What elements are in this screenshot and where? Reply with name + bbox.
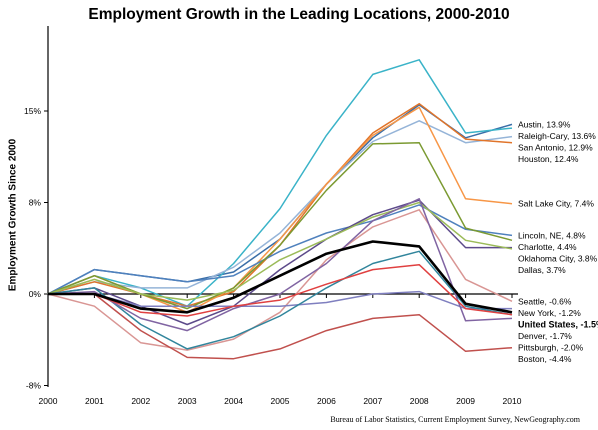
series-label-denver: Denver, -1.7% [518,331,572,341]
series-label-oklahoma-city: Oklahoma City, 3.8% [518,253,598,263]
series-line-austin [47,104,513,295]
x-tick-label: 2004 [224,396,243,406]
series-label-dallas: Dallas, 3.7% [518,265,566,275]
x-tick-label: 2003 [178,396,197,406]
series-label-lincoln-ne: Lincoln, NE, 4.8% [518,230,586,240]
y-tick-label: 0% [29,289,42,299]
series-line-seattle [47,209,513,351]
series-label-houston: Houston, 12.4% [518,154,579,164]
series-label-seattle: Seattle, -0.6% [518,296,572,306]
series-line-san-antonio [47,120,513,295]
series-line-united-states [48,240,513,314]
chart-title: Employment Growth in the Leading Locatio… [88,6,510,23]
x-tick-label: 2006 [317,396,336,406]
series-line-lincoln-ne [47,204,513,295]
series-label-charlotte: Charlotte, 4.4% [518,242,577,252]
series-label-salt-lake-city: Salt Lake City, 7.4% [518,199,594,209]
series-label-pittsburgh: Pittsburgh, -2.0% [518,342,584,352]
series-label-united-states: United States, -1.5% [518,319,598,329]
series-label-san-antonio: San Antonio, 12.9% [518,142,593,152]
series-line-red-2 [48,263,513,317]
series-line-boston [48,293,513,360]
x-tick-label: 2010 [503,396,522,406]
x-tick-label: 2000 [39,396,58,406]
series-line-new-york [48,290,512,310]
series-line-pittsburgh [47,198,513,332]
series-line-raleigh-cary [47,59,513,307]
x-tick-label: 2005 [271,396,290,406]
x-tick-label: 2007 [363,396,382,406]
series-line-dallas [47,201,513,301]
series-label-raleigh-cary: Raleigh-Cary, 13.6% [518,131,596,141]
source-note: Bureau of Labor Statistics, Current Empl… [330,415,580,424]
series-label-boston: Boston, -4.4% [518,354,572,364]
y-tick-label: 8% [29,198,42,208]
y-tick-label: -8% [26,381,42,391]
series-label-new-york: New York, -1.2% [518,308,581,318]
x-tick-label: 2008 [410,396,429,406]
x-tick-label: 2002 [131,396,150,406]
series-label-austin: Austin, 13.9% [518,119,571,129]
y-tick-label: 15% [24,106,41,116]
series-line-denver [47,250,513,350]
x-tick-label: 2009 [456,396,475,406]
x-tick-label: 2001 [85,396,104,406]
series-line-charlotte [47,141,513,310]
